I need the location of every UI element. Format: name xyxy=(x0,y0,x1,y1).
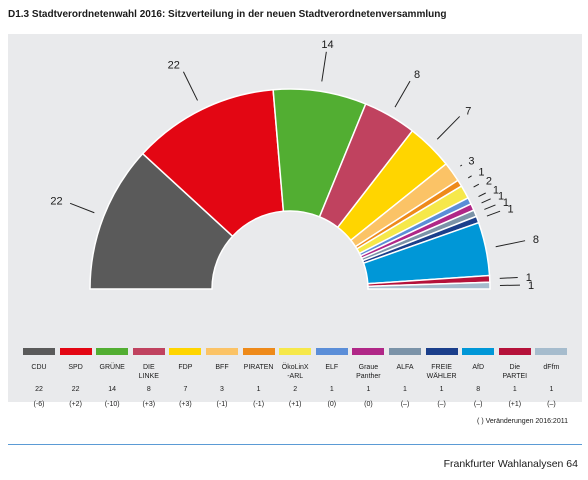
seat-count-label: 1 xyxy=(528,280,534,292)
legend-seat-count: 1 xyxy=(512,386,517,393)
legend-swatch xyxy=(23,348,55,355)
seat-count-label: 8 xyxy=(533,234,539,246)
legend-party-name: ELF xyxy=(325,364,339,371)
seat-count-label: 22 xyxy=(168,60,180,72)
seat-count-label: 1 xyxy=(478,167,484,179)
legend-seat-count: 7 xyxy=(183,386,188,393)
seat-count-label: 8 xyxy=(414,69,420,81)
seat-label-line xyxy=(473,183,480,188)
seat-label-line xyxy=(394,80,411,108)
legend-swatch xyxy=(315,348,348,355)
legend-seat-count: 2 xyxy=(293,386,298,393)
legend-seat-change: (-10) xyxy=(104,401,120,408)
legend-seat-count: 14 xyxy=(108,386,117,393)
seat-count-label: 1 xyxy=(493,184,499,196)
legend-seat-change: (0) xyxy=(364,401,373,408)
seat-count-label: 22 xyxy=(50,195,62,207)
legend-seat-count: 8 xyxy=(476,386,481,393)
seat-count-label: 7 xyxy=(465,106,471,118)
legend-seat-change: (–) xyxy=(400,401,410,408)
seat-label-line xyxy=(478,192,486,197)
legend-seat-count: 22 xyxy=(35,386,43,393)
legend-party-name: GRÜNE xyxy=(99,364,125,371)
legend-party-name: Graue Panther xyxy=(356,364,381,380)
seat-label-line xyxy=(484,204,496,210)
seat-label-line xyxy=(321,51,327,82)
legend-party-name: AfD xyxy=(472,364,485,371)
legend-seat-change: (+1) xyxy=(508,401,522,408)
seat-label-line xyxy=(481,198,491,204)
chart-panel: 22 22 14 8 7 3 1 2 1 1 1 1 8 1 1 CDU 22 (-6) SPD 22 (+2) GRÜ… xyxy=(8,34,582,425)
legend-swatch xyxy=(169,348,202,355)
legend-seat-count: 1 xyxy=(403,386,407,393)
change-note: ( ) Veränderungen 2016:2011 xyxy=(477,418,568,425)
legend-seat-count: 8 xyxy=(146,386,151,393)
legend-seat-count: 3 xyxy=(220,386,224,393)
legend-swatch xyxy=(425,348,458,355)
seat-label-line xyxy=(495,240,526,248)
seat-label-line xyxy=(182,71,198,101)
seat-label-line xyxy=(467,175,472,179)
legend-seat-change: (–) xyxy=(437,401,446,408)
legend-seat-change: (0) xyxy=(327,401,337,408)
legend-seat-count: 1 xyxy=(439,386,444,393)
legend-seat-count: 1 xyxy=(256,386,261,393)
legend-party-name: FDP xyxy=(178,364,193,371)
legend-swatch xyxy=(96,348,129,355)
legend-party-name: ÖkoLinX -ARL xyxy=(281,364,309,380)
legend-party-name: CDU xyxy=(31,364,47,371)
seat-count-label: 1 xyxy=(503,197,509,209)
seat-label-line xyxy=(69,202,95,214)
legend-party-name: SPD xyxy=(68,364,83,371)
legend-seat-change: (–) xyxy=(473,401,483,408)
legend-seat-change: (+1) xyxy=(288,401,302,408)
seat-segment-cdu xyxy=(89,152,234,290)
legend-party-name: DIE LINKE xyxy=(138,364,159,380)
seat-count-label: 1 xyxy=(508,203,514,215)
legend-seat-change: (+2) xyxy=(69,401,82,408)
seat-label-line xyxy=(460,164,463,167)
legend-swatch xyxy=(206,348,238,355)
legend-swatch xyxy=(59,348,92,355)
seat-count-label: 3 xyxy=(468,155,474,167)
legend-party-name: FREIE WÄHLER xyxy=(426,364,457,380)
seat-count-label: 2 xyxy=(486,175,492,187)
legend-seat-count: 1 xyxy=(549,386,554,393)
legend-party-name: dFfm xyxy=(543,364,560,371)
legend-seat-change: (-1) xyxy=(253,401,265,408)
footer-rule xyxy=(8,444,582,445)
legend-swatch xyxy=(352,348,385,355)
legend-swatch xyxy=(389,348,421,355)
legend-seat-count: 22 xyxy=(71,386,80,393)
seat-segment-spd xyxy=(141,88,285,238)
legend-swatch xyxy=(132,348,165,355)
footer-text: Frankfurter Wahlanalysen 64 xyxy=(443,458,578,470)
seat-label-line xyxy=(436,116,461,140)
legend-seat-change: (+3) xyxy=(179,401,192,408)
legend-swatch xyxy=(279,348,312,355)
seat-label-line xyxy=(499,276,518,279)
seat-count-label: 14 xyxy=(321,39,333,51)
legend-party-name: Die PARTEI xyxy=(502,364,528,380)
seat-count-label: 1 xyxy=(526,272,532,284)
legend-party-name: PIRATEN xyxy=(243,364,274,371)
legend-party-name: BFF xyxy=(215,364,229,371)
legend-seat-change: (–) xyxy=(547,401,556,408)
seat-segment-dffm xyxy=(367,281,491,290)
legend-party-name: ALFA xyxy=(396,364,414,371)
legend-seat-count: 1 xyxy=(329,386,334,393)
seat-label-line xyxy=(486,210,501,217)
chart-title: D1.3 Stadtverordnetenwahl 2016: Sitzvert… xyxy=(8,9,447,20)
legend-seat-change: (-6) xyxy=(33,401,45,408)
legend-swatch xyxy=(462,348,495,355)
legend-seat-change: (+3) xyxy=(142,401,156,408)
seat-count-label: 1 xyxy=(498,191,504,203)
legend-seat-change: (-1) xyxy=(216,401,228,408)
legend-seat-count: 1 xyxy=(366,386,371,393)
legend-swatch xyxy=(242,348,275,355)
legend-swatch xyxy=(535,348,568,355)
legend-swatch xyxy=(498,348,531,355)
